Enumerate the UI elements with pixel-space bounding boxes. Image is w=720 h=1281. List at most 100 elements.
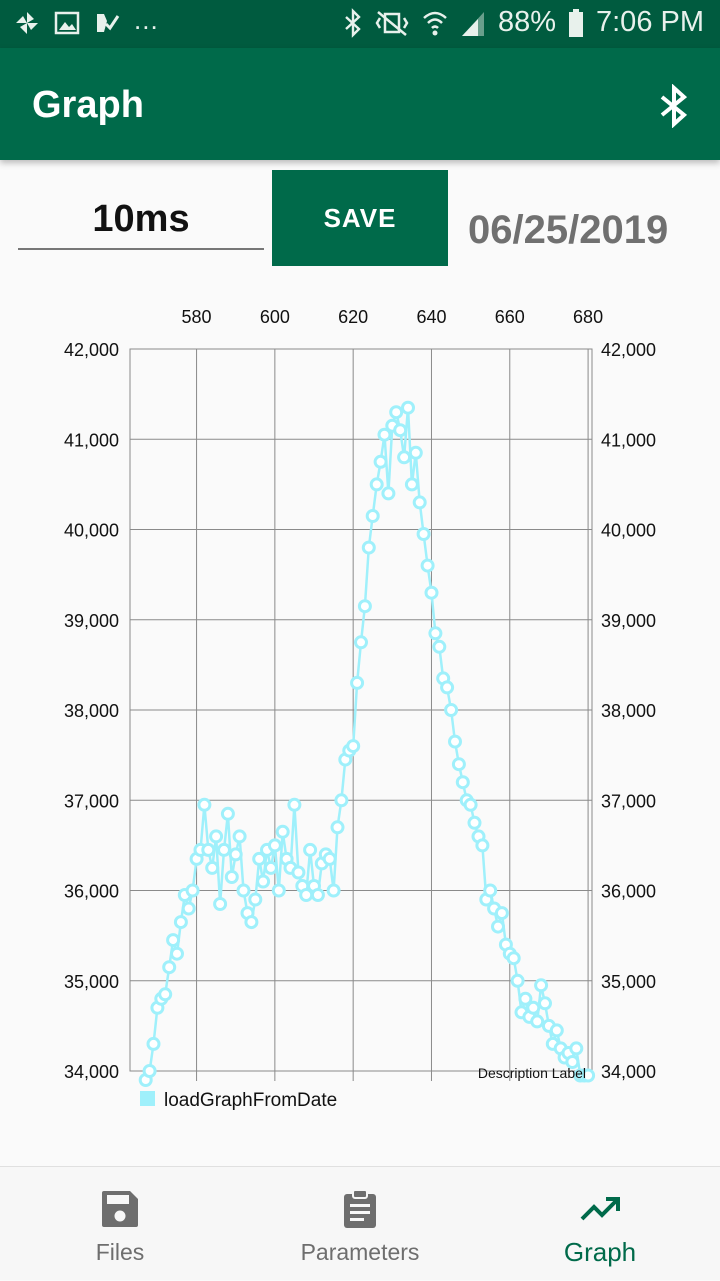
bluetooth-button[interactable] xyxy=(656,83,692,129)
nav-parameters[interactable]: Parameters xyxy=(240,1167,480,1281)
data-point xyxy=(420,558,435,573)
interval-input[interactable]: 10ms xyxy=(18,186,264,250)
data-point xyxy=(397,450,412,465)
data-point xyxy=(287,797,302,812)
data-point xyxy=(181,901,196,916)
nav-parameters-label: Parameters xyxy=(300,1239,420,1265)
data-point xyxy=(373,454,388,469)
data-point xyxy=(530,1014,545,1029)
data-point xyxy=(475,838,490,853)
x-tick-label: 580 xyxy=(182,307,212,327)
y-tick-label: 34,000 xyxy=(64,1062,119,1082)
data-point xyxy=(549,1023,564,1038)
data-point xyxy=(451,757,466,772)
y-tick-label-right: 38,000 xyxy=(601,701,656,721)
y-tick-label-right: 41,000 xyxy=(601,430,656,450)
data-point xyxy=(263,860,278,875)
clipboard-icon xyxy=(344,1189,376,1228)
data-point xyxy=(326,883,341,898)
mute-vibrate-icon xyxy=(375,10,409,36)
y-tick-label-right: 34,000 xyxy=(601,1062,656,1082)
battery-icon xyxy=(569,8,583,37)
y-tick-label: 42,000 xyxy=(64,340,119,360)
x-tick-label: 660 xyxy=(495,307,525,327)
data-point xyxy=(322,851,337,866)
nav-graph[interactable]: Graph xyxy=(480,1167,720,1281)
chart-description: Description Label xyxy=(478,1065,586,1081)
y-axis-left-ticks: 34,000 35,000 36,000 37,000 38,000 39,000 40,0… xyxy=(64,340,119,1082)
data-point xyxy=(581,1068,596,1083)
data-point xyxy=(271,883,286,898)
y-tick-label: 41,000 xyxy=(64,430,119,450)
image-icon xyxy=(54,11,80,35)
signal-icon xyxy=(461,11,484,36)
x-tick-label: 600 xyxy=(260,307,290,327)
data-point xyxy=(256,874,271,889)
y-axis-right-ticks: 34,000 35,000 36,000 37,000 38,000 39,000 40,0… xyxy=(601,340,656,1082)
data-point xyxy=(401,400,415,415)
floppy-disk-icon xyxy=(102,1191,138,1227)
data-point xyxy=(534,978,549,993)
x-tick-label: 620 xyxy=(338,307,368,327)
data-point xyxy=(412,495,427,510)
data-point xyxy=(291,865,306,880)
clock: 7:06 PM xyxy=(596,6,704,38)
y-tick-label-right: 40,000 xyxy=(601,521,656,541)
y-tick-label: 40,000 xyxy=(64,521,119,541)
x-tick-label: 640 xyxy=(416,307,446,327)
series-points xyxy=(138,400,596,1087)
data-point xyxy=(538,996,552,1011)
save-button[interactable]: SAVE xyxy=(272,170,448,266)
data-point xyxy=(565,1055,580,1069)
data-point xyxy=(510,973,525,988)
data-point xyxy=(569,1041,584,1056)
data-point xyxy=(334,793,349,808)
y-tick-label: 35,000 xyxy=(64,972,119,992)
data-point xyxy=(244,915,259,930)
data-point xyxy=(224,870,239,884)
date-label: 06/25/2019 xyxy=(468,208,669,252)
nav-files-label: Files xyxy=(95,1239,145,1265)
data-point xyxy=(213,897,228,911)
data-point xyxy=(463,797,478,812)
x-axis-ticks: 580 600 620 640 660 680 xyxy=(182,307,604,327)
data-point xyxy=(173,915,188,930)
data-point xyxy=(303,842,318,857)
data-point xyxy=(354,635,368,650)
battery-percent: 88% xyxy=(497,6,556,38)
y-tick-label-right: 35,000 xyxy=(601,972,656,992)
data-point xyxy=(455,775,470,790)
data-point xyxy=(201,842,216,857)
data-point xyxy=(389,405,404,420)
status-system: 88% 7:06 PM xyxy=(344,6,704,39)
data-point xyxy=(432,639,447,654)
data-point xyxy=(236,883,251,898)
line-chart[interactable]: 580 600 620 640 660 680 34,000 35,000 36,000 37,… xyxy=(0,300,720,1130)
data-point xyxy=(166,933,181,948)
data-point xyxy=(170,946,184,961)
data-point xyxy=(146,1036,161,1051)
legend-swatch xyxy=(140,1091,155,1106)
status-notifications: ... xyxy=(14,7,159,36)
bluetooth-status-icon xyxy=(345,7,361,38)
nav-files[interactable]: Files xyxy=(0,1167,240,1281)
data-point xyxy=(404,477,419,492)
y-tick-label: 37,000 xyxy=(64,791,119,811)
data-point xyxy=(357,599,372,614)
pinwheel-icon xyxy=(16,12,38,34)
data-point xyxy=(424,585,439,600)
data-point xyxy=(205,860,220,875)
data-point xyxy=(142,1064,157,1078)
y-tick-label-right: 42,000 xyxy=(601,340,656,360)
legend-label: loadGraphFromDate xyxy=(164,1090,337,1111)
wifi-icon xyxy=(423,11,447,35)
interval-value: 10ms xyxy=(92,198,190,240)
data-point xyxy=(428,626,443,641)
status-bar: ... 88% 7:06 PM xyxy=(0,0,720,48)
page-title: Graph xyxy=(32,84,144,126)
data-point xyxy=(252,851,267,866)
data-point xyxy=(467,815,482,830)
data-point xyxy=(228,847,243,862)
data-point xyxy=(361,540,376,555)
data-point xyxy=(518,991,533,1006)
